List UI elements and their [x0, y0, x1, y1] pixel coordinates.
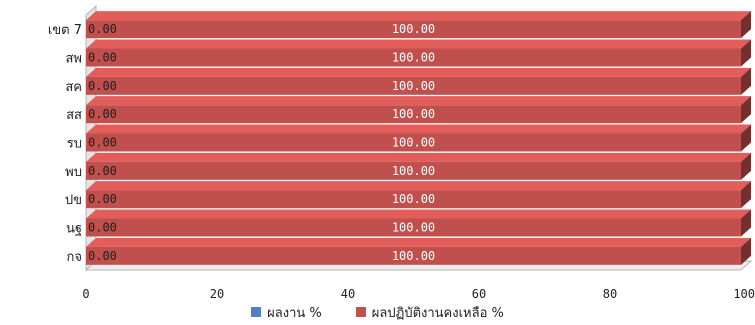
- data-label-series-2-9: 100.00: [392, 249, 435, 263]
- legend-swatch-series-1: [251, 307, 262, 317]
- bar-series-2-1: [86, 20, 741, 39]
- legend-item-series-2: ผลปฏิบัติงานคงเหลือ %: [355, 302, 504, 323]
- bar-end-series-2-5: [741, 124, 751, 152]
- category-label-7: ปข: [65, 193, 82, 208]
- legend: ผลงาน % ผลปฏิบัติงานคงเหลือ %: [0, 302, 755, 322]
- bars: 0.00 100.00 0.00 100.00 0.00 100.00 0.00 100.00…: [86, 11, 751, 265]
- bar-end-series-2-4: [741, 96, 751, 124]
- bar-top-series-2-3: [86, 67, 751, 77]
- bar-top-series-2-2: [86, 39, 751, 49]
- legend-label-series-2: ผลปฏิบัติงานคงเหลือ %: [371, 305, 504, 321]
- data-label-series-2-8: 100.00: [392, 221, 435, 235]
- bar-end-series-2-6: [741, 152, 751, 180]
- data-label-series-2-7: 100.00: [392, 192, 435, 206]
- bar-end-series-2-3: [741, 67, 751, 95]
- data-label-series-1-8: 0.00: [88, 221, 117, 235]
- x-tick-label-6: 100: [733, 287, 755, 300]
- bar-chart: 0.00 100.00 0.00 100.00 0.00 100.00 0.00 100.00…: [48, 4, 755, 300]
- category-label-9: กจ: [67, 250, 83, 265]
- data-label-series-2-3: 100.00: [392, 79, 435, 93]
- data-label-series-2-5: 100.00: [392, 136, 435, 150]
- category-label-1: เขต 7: [48, 23, 82, 38]
- bar-top-series-2-4: [86, 96, 751, 106]
- category-label-5: รบ: [67, 137, 82, 152]
- category-label-6: พบ: [65, 165, 82, 180]
- bar-series-2-7: [86, 190, 741, 209]
- x-tick-label-1: 0: [82, 287, 89, 300]
- bar-top-series-2-1: [86, 11, 751, 21]
- bar-end-series-2-7: [741, 181, 751, 209]
- data-label-series-1-3: 0.00: [88, 79, 117, 93]
- category-label-8: นฐ: [66, 222, 82, 237]
- bar-top-series-2-6: [86, 152, 751, 162]
- category-label-3: สค: [65, 80, 82, 95]
- bar-series-2-4: [86, 105, 741, 124]
- bar-series-2-2: [86, 48, 741, 67]
- data-label-series-2-6: 100.00: [392, 164, 435, 178]
- bar-top-series-2-9: [86, 237, 751, 247]
- data-label-series-1-6: 0.00: [88, 164, 117, 178]
- x-axis-ticks: 0 20 40 60 80 100: [82, 287, 755, 300]
- category-label-2: สพ: [65, 52, 82, 67]
- bar-series-2-5: [86, 133, 741, 152]
- x-tick-label-5: 80: [603, 287, 617, 300]
- bar-series-2-9: [86, 246, 741, 265]
- category-label-4: สส: [66, 108, 82, 123]
- data-label-series-2-2: 100.00: [392, 51, 435, 65]
- bar-end-series-2-8: [741, 209, 751, 237]
- data-label-series-1-4: 0.00: [88, 107, 117, 121]
- legend-swatch-series-2: [355, 307, 366, 317]
- x-tick-label-2: 20: [210, 287, 224, 300]
- data-label-series-1-5: 0.00: [88, 136, 117, 150]
- legend-label-series-1: ผลงาน %: [267, 305, 322, 321]
- bar-end-series-2-1: [741, 11, 751, 39]
- data-label-series-2-4: 100.00: [392, 107, 435, 121]
- bar-top-series-2-8: [86, 209, 751, 219]
- data-label-series-1-2: 0.00: [88, 51, 117, 65]
- x-tick-label-3: 40: [341, 287, 355, 300]
- bar-end-series-2-9: [741, 237, 751, 265]
- data-label-series-1-7: 0.00: [88, 192, 117, 206]
- bar-series-2-6: [86, 161, 741, 180]
- bar-series-2-8: [86, 218, 741, 237]
- bar-series-2-3: [86, 76, 741, 95]
- x-tick-label-4: 60: [472, 287, 486, 300]
- bar-top-series-2-5: [86, 124, 751, 134]
- data-label-series-2-1: 100.00: [392, 22, 435, 36]
- bar-top-series-2-7: [86, 181, 751, 191]
- bar-end-series-2-2: [741, 39, 751, 67]
- legend-item-series-1: ผลงาน %: [251, 302, 322, 323]
- data-label-series-1-9: 0.00: [88, 249, 117, 263]
- data-label-series-1-1: 0.00: [88, 22, 117, 36]
